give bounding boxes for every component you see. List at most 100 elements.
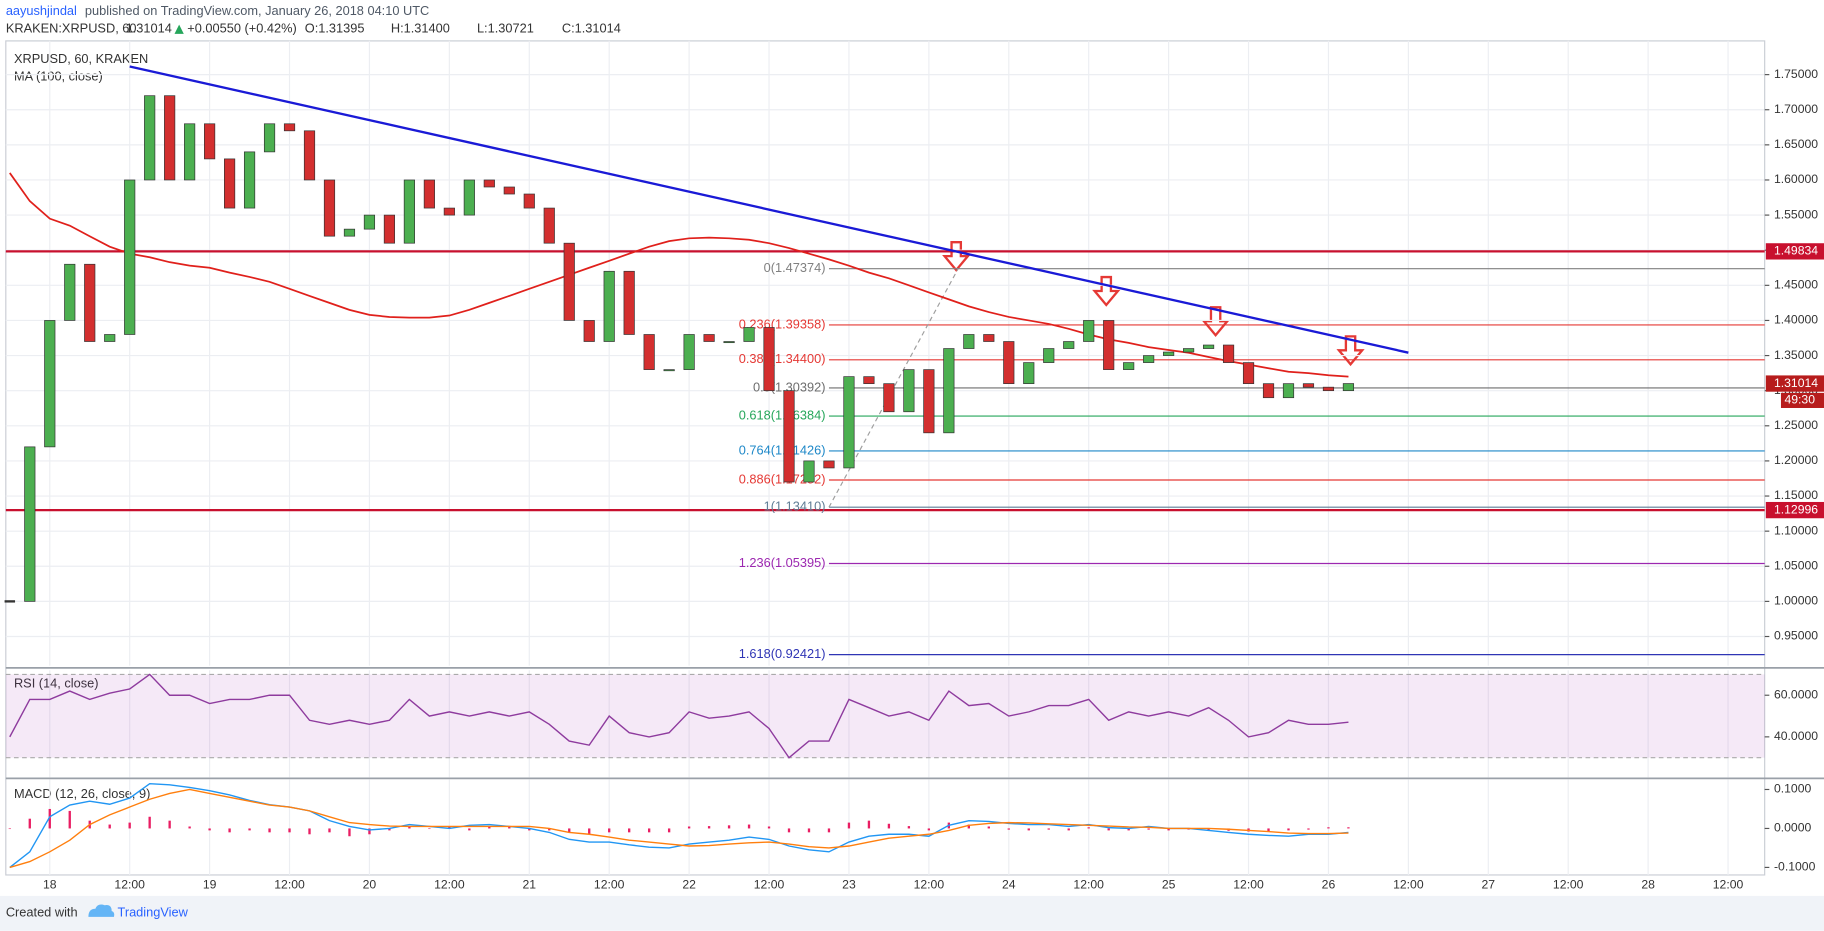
symbol: KRAKEN:XRPUSD, 60: [6, 21, 137, 36]
histogram-bar: [987, 826, 990, 829]
x-tick-label: 12:00: [274, 878, 305, 892]
candle: [483, 179, 495, 188]
histogram-bar: [1127, 828, 1130, 831]
candle: [84, 263, 96, 342]
histogram-bar: [787, 828, 791, 833]
y-tick-label: 1.65000: [1774, 137, 1818, 151]
histogram-bar: [288, 828, 291, 833]
histogram-bar: [767, 826, 771, 829]
candle: [863, 376, 875, 385]
fib-label: 0.618(1.26384): [739, 407, 826, 422]
author[interactable]: aayushjindal: [6, 3, 77, 18]
histogram-bar: [328, 828, 331, 833]
histogram-bar: [1207, 828, 1210, 831]
histogram-bar: [1327, 827, 1330, 829]
footer-created: Created with: [6, 905, 78, 920]
rsi-band: [5, 674, 1765, 758]
x-tick-label: 24: [1002, 878, 1016, 892]
published: published on TradingView.com, January 26…: [85, 3, 429, 18]
candle: [683, 334, 695, 370]
candle: [823, 460, 835, 469]
x-tick-label: 18: [43, 878, 57, 892]
histogram-bar: [228, 828, 231, 833]
candle: [1282, 383, 1295, 399]
fib-label: 1.236(1.05395): [739, 555, 826, 570]
histogram-bar: [348, 828, 351, 837]
y-tick-label: 1.45000: [1774, 278, 1818, 292]
x-tick-label: 20: [363, 878, 377, 892]
candle: [124, 179, 136, 335]
candle: [663, 369, 675, 372]
macd-line: [9, 788, 1349, 869]
rsi-title: RSI (14, close): [14, 676, 99, 691]
arrow: [942, 240, 971, 272]
histogram-bar: [1167, 828, 1170, 831]
histogram-bar: [1027, 828, 1030, 831]
x-tick-label: 22: [682, 878, 696, 892]
footer-brand[interactable]: TradingView: [117, 905, 188, 920]
histogram-bar: [927, 828, 931, 831]
candle: [204, 123, 216, 160]
candle: [144, 95, 156, 181]
candle: [943, 348, 955, 434]
high: H:1.31400: [391, 21, 450, 36]
histogram-bar: [1267, 828, 1270, 832]
candle: [623, 270, 635, 335]
x-tick-label: 28: [1641, 878, 1655, 892]
histogram-bar: [428, 828, 431, 830]
brand-logo: [88, 904, 115, 917]
x-tick-label: 12:00: [114, 878, 145, 892]
histogram-bar: [907, 826, 911, 829]
candle: [1262, 383, 1275, 399]
candle: [303, 130, 316, 181]
candle: [563, 242, 575, 321]
y-tick-label: 1.05000: [1774, 558, 1818, 572]
candle: [763, 327, 775, 392]
main-title: XRPUSD, 60, KRAKEN: [14, 51, 148, 66]
y-tick-label: -0.1000: [1774, 860, 1816, 874]
candle: [1063, 341, 1075, 349]
histogram-bar: [408, 826, 411, 829]
candle: [963, 334, 975, 349]
histogram-bar: [887, 823, 891, 829]
moving-average: [9, 172, 1349, 378]
candle: [1302, 383, 1315, 388]
candle: [463, 179, 475, 216]
histogram-bar: [588, 828, 591, 835]
candle: [1083, 320, 1095, 342]
trendline: [129, 65, 1409, 354]
x-tick-label: 23: [842, 878, 856, 892]
candle: [1342, 383, 1355, 392]
fib-label: 0.236(1.39358): [739, 316, 826, 331]
candle: [343, 228, 356, 237]
x-tick-label: 12:00: [914, 878, 945, 892]
histogram-bar: [68, 810, 71, 829]
candle: [403, 179, 415, 244]
histogram-bar: [1107, 828, 1110, 831]
candle: [723, 341, 735, 344]
histogram-bar: [368, 828, 371, 835]
histogram-bar: [188, 826, 191, 829]
candle: [243, 151, 256, 209]
histogram-bar: [867, 820, 871, 829]
level-label: 1.49834: [1774, 244, 1818, 258]
candle: [184, 123, 196, 181]
x-tick-label: 12:00: [434, 878, 465, 892]
histogram-bar: [508, 826, 511, 829]
candle: [583, 320, 595, 342]
candle: [703, 334, 715, 342]
arrow: [1092, 275, 1121, 307]
fib-label: 0(1.47374): [764, 260, 826, 275]
candle: [164, 95, 176, 181]
y-tick-label: 1.25000: [1774, 418, 1818, 432]
histogram-bar: [747, 824, 751, 829]
candle: [1123, 362, 1135, 370]
candle: [443, 207, 455, 216]
histogram-bar: [1307, 828, 1310, 830]
candle: [383, 214, 396, 244]
histogram-bar: [647, 828, 651, 833]
candle: [643, 334, 655, 370]
x-tick-label: 12:00: [594, 878, 625, 892]
histogram-bar: [8, 828, 11, 830]
